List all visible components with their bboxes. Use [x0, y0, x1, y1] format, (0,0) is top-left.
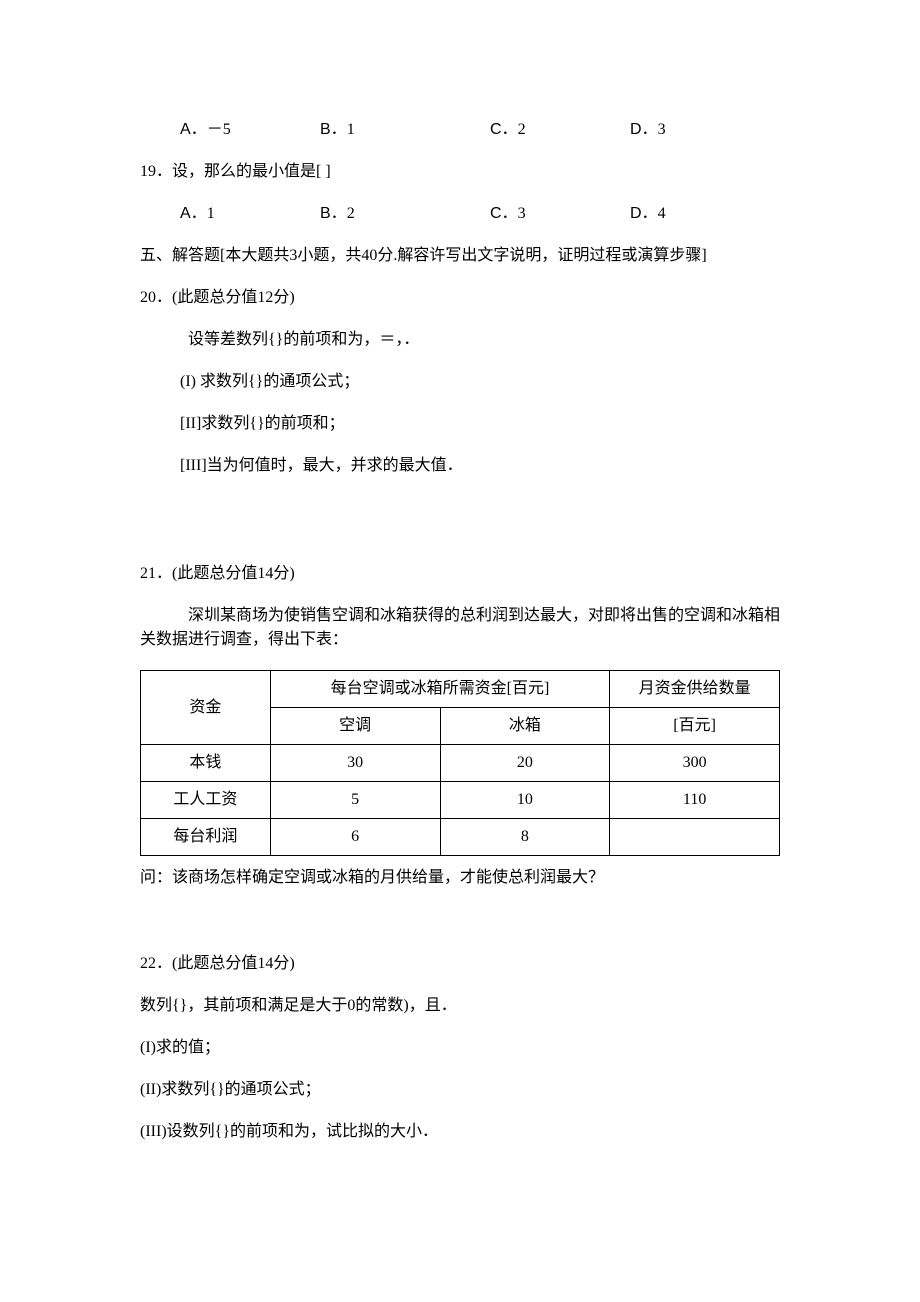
q21-intro: 深圳某商场为使销售空调和冰箱获得的总利润到达最大，对即将出售的空调和冰箱相关数据… — [140, 604, 780, 652]
spacer — [140, 908, 780, 944]
cell — [610, 819, 780, 856]
q22-heading: 22．(此题总分值14分) — [140, 952, 780, 976]
table-row: 工人工资 5 10 110 — [141, 782, 780, 819]
th-col1: 空调 — [270, 708, 440, 745]
q18-option-a: A．－5 — [180, 118, 320, 142]
q21-heading: 21．(此题总分值14分) — [140, 562, 780, 586]
q22-line-1: (I)求的值； — [140, 1036, 780, 1060]
cell: 每台利润 — [141, 819, 271, 856]
table-row: 资金 每台空调或冰箱所需资金[百元] 月资金供给数量 — [141, 671, 780, 708]
q18-option-d: D．3 — [630, 118, 710, 142]
q19-options: A．1 B．2 C．3 D．4 — [140, 202, 780, 226]
th-right-sub: [百元] — [610, 708, 780, 745]
cell: 5 — [270, 782, 440, 819]
spacer — [140, 496, 780, 554]
table-row: 每台利润 6 8 — [141, 819, 780, 856]
cell: 300 — [610, 745, 780, 782]
q19-option-a: A．1 — [180, 202, 320, 226]
cell: 8 — [440, 819, 610, 856]
q21-table: 资金 每台空调或冰箱所需资金[百元] 月资金供给数量 空调 冰箱 [百元] 本钱… — [140, 670, 780, 856]
cell: 本钱 — [141, 745, 271, 782]
q18-option-b: B．1 — [320, 118, 490, 142]
th-left: 资金 — [141, 671, 271, 745]
q22-line-2: (II)求数列{}的通项公式； — [140, 1078, 780, 1102]
q20-line-1: (I) 求数列{}的通项公式； — [140, 370, 780, 394]
cell: 20 — [440, 745, 610, 782]
section5-heading: 五、解答题[本大题共3小题，共40分.解容许写出文字说明，证明过程或演算步骤] — [140, 244, 780, 268]
q22-line-0: 数列{}，其前项和满足是大于0的常数)，且． — [140, 994, 780, 1018]
page: A．－5 B．1 C．2 D．3 19．设，那么的最小值是[ ] A．1 B．2… — [0, 0, 920, 1302]
q19-heading: 19．设，那么的最小值是[ ] — [140, 160, 780, 184]
q19-option-d: D．4 — [630, 202, 710, 226]
th-top: 每台空调或冰箱所需资金[百元] — [270, 671, 609, 708]
cell: 10 — [440, 782, 610, 819]
q20-heading: 20．(此题总分值12分) — [140, 286, 780, 310]
q18-options: A．－5 B．1 C．2 D．3 — [140, 118, 780, 142]
table-row: 本钱 30 20 300 — [141, 745, 780, 782]
th-right: 月资金供给数量 — [610, 671, 780, 708]
th-col2: 冰箱 — [440, 708, 610, 745]
q18-option-c: C．2 — [490, 118, 630, 142]
cell: 30 — [270, 745, 440, 782]
q19-option-c: C．3 — [490, 202, 630, 226]
q22-line-3: (III)设数列{}的前项和为，试比拟的大小． — [140, 1120, 780, 1144]
q19-option-b: B．2 — [320, 202, 490, 226]
q20-line-0: 设等差数列{}的前项和为，＝，． — [140, 328, 780, 352]
q21-question: 问：该商场怎样确定空调或冰箱的月供给量，才能使总利润最大？ — [140, 866, 780, 890]
cell: 工人工资 — [141, 782, 271, 819]
q20-line-3: [III]当为何值时，最大，并求的最大值． — [140, 454, 780, 478]
cell: 110 — [610, 782, 780, 819]
cell: 6 — [270, 819, 440, 856]
q20-line-2: [II]求数列{}的前项和； — [140, 412, 780, 436]
